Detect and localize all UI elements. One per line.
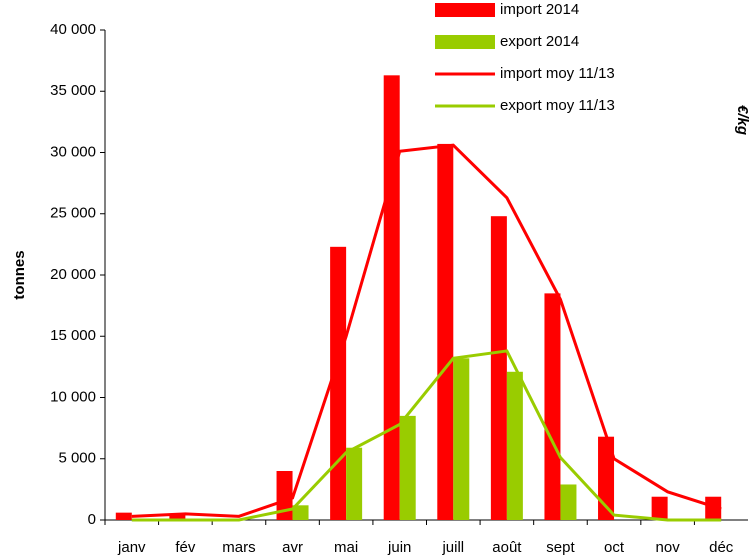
bar	[651, 496, 668, 520]
legend-label: export 2014	[500, 33, 579, 50]
line-series	[131, 143, 722, 518]
legend-swatch	[435, 35, 495, 49]
x-tick-label: fév	[175, 539, 196, 556]
x-tick-label: nov	[656, 539, 681, 556]
bar	[383, 75, 400, 520]
legend-swatch	[435, 3, 495, 17]
bar	[346, 447, 363, 520]
bar	[399, 415, 416, 520]
x-tick-label: mai	[334, 539, 358, 556]
bar	[330, 246, 347, 520]
bar	[560, 484, 577, 520]
y-tick-label: 30 000	[50, 143, 96, 160]
x-tick-label: août	[492, 539, 522, 556]
y-tick-label: 40 000	[50, 21, 96, 38]
bar	[506, 371, 523, 520]
y-axis-label: tonnes	[11, 250, 28, 299]
bar	[598, 436, 615, 520]
y-tick-label: 20 000	[50, 266, 96, 283]
bar	[115, 512, 132, 520]
y-tick-label: 10 000	[50, 388, 96, 405]
y-tick-label: 0	[88, 511, 96, 528]
bar	[276, 471, 293, 520]
bar	[544, 293, 561, 520]
bar	[169, 515, 186, 520]
bar	[453, 358, 470, 520]
bar	[292, 505, 309, 520]
bar	[437, 143, 454, 521]
y-tick-label: 25 000	[50, 205, 96, 222]
x-tick-label: oct	[604, 539, 625, 556]
x-tick-label: janv	[117, 539, 146, 556]
legend-label: import 2014	[500, 1, 579, 18]
bar	[705, 496, 722, 520]
x-tick-label: juill	[441, 539, 464, 556]
x-tick-label: avr	[282, 539, 303, 556]
y-tick-label: 35 000	[50, 82, 96, 99]
x-tick-label: mars	[222, 539, 255, 556]
y-tick-label: 15 000	[50, 327, 96, 344]
x-tick-label: déc	[709, 539, 734, 556]
bar	[490, 216, 507, 520]
y2-axis-label: €/kg	[734, 105, 749, 135]
legend-label: import moy 11/13	[500, 65, 615, 82]
y-tick-label: 5 000	[58, 450, 96, 467]
x-tick-label: juin	[387, 539, 411, 556]
line-series	[131, 349, 722, 522]
legend-label: export moy 11/13	[500, 97, 615, 114]
x-tick-label: sept	[546, 539, 575, 556]
